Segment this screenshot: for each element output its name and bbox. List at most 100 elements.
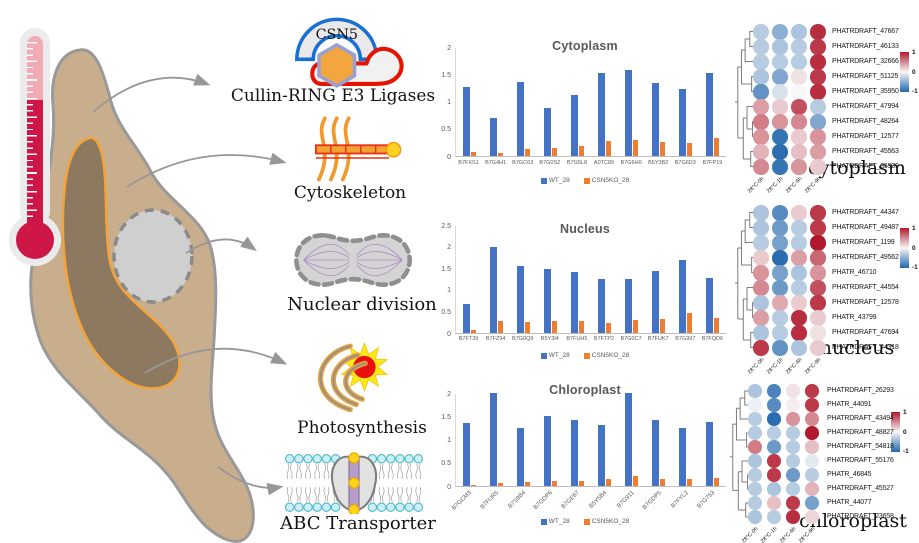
arrow-to-nuclear-division xyxy=(185,236,257,254)
heatmap-cell xyxy=(748,482,762,496)
heatmap-cell xyxy=(805,440,819,454)
y-axis-tick: 1.5 xyxy=(441,413,451,421)
heatmap-cell xyxy=(791,54,807,70)
x-axis-label: B7G0Q9 xyxy=(512,336,534,342)
y-axis-tick: 0 xyxy=(447,153,451,161)
colorbar-tick: -1 xyxy=(912,264,918,271)
sun-core xyxy=(353,355,376,379)
gene-label: PHATRDRAFT_23658 xyxy=(827,513,894,520)
bar-group xyxy=(706,278,719,333)
heatmap-cell xyxy=(767,468,781,482)
heatmap-cell xyxy=(767,482,781,496)
label-photosynthesis: Photosynthesis xyxy=(297,418,427,438)
label-abc-transporter: ABC Transporter xyxy=(280,513,436,534)
heatmap-cell xyxy=(772,129,788,145)
legend-item: WT_28 xyxy=(540,177,570,184)
x-axis-label: B7FT39 xyxy=(458,336,479,342)
colorbar: 1 0 -1 xyxy=(891,409,909,455)
colorbar-tick: 0 xyxy=(912,244,916,252)
dendrogram xyxy=(735,205,759,355)
y-axis-tick: 2 xyxy=(447,244,451,252)
heatmap-cell xyxy=(791,99,807,115)
csn5-label: CSN5 xyxy=(316,27,358,43)
chart-legend: WT_28 CSN5KO_28 xyxy=(436,352,734,359)
heatmap-cell xyxy=(772,205,788,221)
heatmap-cell xyxy=(753,295,769,311)
bar-group xyxy=(517,428,530,486)
heatmap-cell xyxy=(786,510,800,524)
heatmap-cell xyxy=(810,84,826,100)
heatmap-cell xyxy=(810,205,826,221)
colorbar: 1 0 -1 xyxy=(900,225,918,271)
bar-group xyxy=(598,425,611,486)
heatmap-cell xyxy=(805,398,819,412)
gene-label: PHATRDRAFT_35950 xyxy=(832,88,899,95)
heatmap-cell xyxy=(748,440,762,454)
bar-group xyxy=(679,260,692,333)
plot-area xyxy=(455,226,726,334)
microtubule-rod xyxy=(314,144,392,155)
bar-WT_28 xyxy=(571,272,578,333)
x-axis-label: B7FUH5 xyxy=(566,336,588,342)
label-cullin-ring: Cullin-RING E3 Ligases xyxy=(230,86,436,106)
chart-title: Chloroplast xyxy=(549,383,621,397)
legend-item: CSN5KO_28 xyxy=(583,518,629,525)
bar-WT_28 xyxy=(679,89,686,156)
bar-group xyxy=(544,416,557,486)
heatmap-cell xyxy=(772,114,788,130)
heatmap-cell xyxy=(772,250,788,266)
arrow-to-cullin xyxy=(92,73,211,113)
bar-WT_28 xyxy=(652,83,659,156)
bar-CSN5KO_28 xyxy=(660,142,665,156)
bar-group xyxy=(706,73,719,156)
dendrogram xyxy=(735,24,759,174)
heatmap-cell xyxy=(786,426,800,440)
bar-WT_28 xyxy=(490,393,497,486)
heatmap-cell xyxy=(772,159,788,175)
x-axis-label: B7FXS1 xyxy=(458,160,479,166)
heatmap-cell xyxy=(791,265,807,281)
bar-WT_28 xyxy=(679,428,686,486)
thermometer-bulb xyxy=(16,221,54,259)
heatmap-cell xyxy=(767,412,781,426)
bar-group xyxy=(517,82,530,156)
bar-group xyxy=(679,89,692,156)
cell-nucleus xyxy=(112,208,194,304)
x-axis-label: B7GC63 xyxy=(512,160,534,166)
x-axis-label: B7FZ94 xyxy=(485,336,506,342)
y-axis: 0 0.5 1 1.5 2 2.5 xyxy=(438,223,454,338)
thylakoid-arcs xyxy=(317,343,368,413)
heatmap-cell xyxy=(753,24,769,40)
chart-legend: WT_28 CSN5KO_28 xyxy=(436,518,734,525)
bar-CSN5KO_28 xyxy=(660,479,665,486)
bar-WT_28 xyxy=(517,428,524,486)
bar-group xyxy=(598,73,611,156)
spindle-fibers xyxy=(303,243,403,277)
bar-CSN5KO_28 xyxy=(471,485,476,486)
heatmap-cell xyxy=(753,114,769,130)
heatmap-cell xyxy=(791,144,807,160)
heatmap-cell xyxy=(753,310,769,326)
heatmap-cell xyxy=(791,24,807,40)
chart-title: Nucleus xyxy=(559,222,611,236)
heatmap-cell xyxy=(772,69,788,85)
heatmap-cell xyxy=(753,265,769,281)
y-axis-tick: 1 xyxy=(447,437,451,444)
heatmap-cell xyxy=(810,114,826,130)
heatmap-cell xyxy=(753,325,769,341)
heatmap-cell xyxy=(772,295,788,311)
plot-area xyxy=(455,393,726,487)
heatmap-cell xyxy=(805,482,819,496)
heatmap-cell xyxy=(805,454,819,468)
colorbar-tick: 1 xyxy=(912,49,916,56)
bar-WT_28 xyxy=(544,108,551,156)
heatmap-cell xyxy=(810,250,826,266)
colorbar-tick: -1 xyxy=(903,448,909,455)
heatmap-cell xyxy=(772,84,788,100)
bar-group xyxy=(625,393,638,486)
heatmap-cell xyxy=(810,24,826,40)
heatmap-cell xyxy=(748,510,762,524)
bar-group xyxy=(463,87,476,156)
heatmap-cell xyxy=(772,325,788,341)
bar-CSN5KO_28 xyxy=(714,138,719,156)
